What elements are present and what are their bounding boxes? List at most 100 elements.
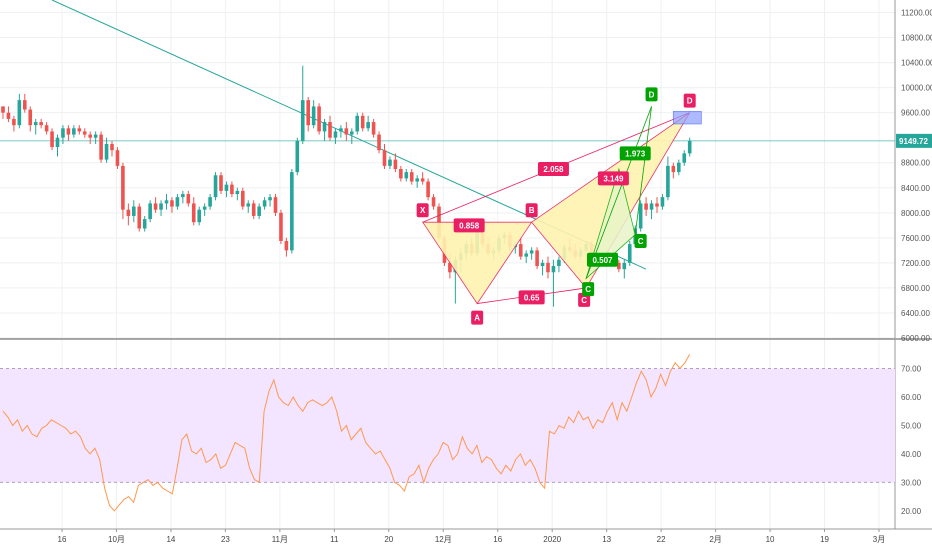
x-tick-label: 16 (58, 535, 67, 544)
price-tick-label: 6800.00 (901, 284, 930, 293)
candle (426, 178, 430, 201)
candle-body (230, 184, 234, 195)
candle (153, 197, 158, 213)
candle-body (186, 194, 191, 204)
candle (655, 197, 659, 213)
x-tick-label: 2月 (709, 535, 721, 544)
candle-body (6, 112, 11, 119)
green-point-c2-label-bg (634, 233, 647, 248)
candle-body (649, 203, 654, 210)
candle-body (28, 109, 33, 126)
green-ratio-xab-label-bg (587, 252, 618, 267)
candle-body (557, 259, 561, 267)
candle (322, 118, 327, 141)
candle-body (311, 106, 316, 126)
candle (622, 259, 627, 279)
candle-body (279, 212, 283, 241)
candle (339, 125, 343, 138)
candle (44, 122, 49, 135)
candle-body (382, 150, 387, 166)
candle-body (17, 100, 22, 126)
candle-body (300, 100, 305, 141)
candle (175, 194, 180, 210)
candle (317, 103, 321, 135)
candle (649, 200, 654, 220)
candle-body (546, 262, 550, 273)
price-tick-label: 6400.00 (901, 309, 930, 318)
x-tick-label: 11月 (272, 535, 288, 544)
rsi-pane (0, 353, 895, 512)
candle-body (355, 115, 360, 132)
x-tick-label: 3月 (873, 535, 885, 544)
candle-body (170, 200, 174, 207)
ratio-xab-label-text: 0.858 (459, 221, 480, 230)
candle-body (148, 203, 152, 220)
candle (213, 172, 218, 201)
candle-body (448, 262, 452, 273)
green-pattern-xd-line (585, 106, 652, 279)
x-tick-label: 19 (820, 535, 829, 544)
green-ratio-xab-label: 0.507 (587, 252, 618, 267)
ratio-abc-label-text: 0.65 (524, 293, 540, 302)
candle-body (251, 203, 256, 216)
candle (159, 200, 163, 216)
candle (290, 169, 294, 254)
point-c-label: C (578, 292, 591, 307)
price-tick-label: 6000.00 (901, 334, 930, 343)
candle-body (219, 175, 223, 191)
candle-body (50, 131, 54, 148)
candle (300, 65, 305, 144)
candle-body (72, 128, 76, 135)
axes: 11200.00 10800.00 10400.00 10000.00 9600.00 8… (58, 9, 932, 544)
candle (279, 209, 283, 245)
x-tick-label: 10月 (108, 535, 125, 544)
x-tick-label: 14 (166, 535, 175, 544)
candle-body (33, 122, 38, 126)
candle (12, 115, 16, 132)
rsi-tick-label: 20.00 (901, 507, 922, 516)
candle (284, 237, 289, 257)
green-point-d-label: D (645, 87, 658, 102)
price-tick-label: 8800.00 (901, 159, 930, 168)
candle (99, 131, 103, 163)
candle (6, 106, 11, 123)
candle (202, 203, 207, 216)
candle-body (39, 122, 43, 126)
green-point-c1-label-bg (582, 282, 595, 297)
candle (262, 197, 267, 210)
candle (257, 203, 261, 220)
green-ratio-bcd-label-text: 1.973 (625, 149, 646, 158)
candle-body (132, 206, 136, 216)
candle-body (677, 162, 681, 173)
candle-body (360, 115, 365, 129)
price-tick-label: 11200.00 (901, 9, 932, 18)
candle (142, 215, 147, 232)
candle-body (115, 150, 120, 166)
candle (393, 153, 398, 173)
candle (687, 137, 692, 157)
candle (191, 197, 196, 226)
candle (110, 140, 114, 157)
candle-body (164, 200, 169, 204)
candle (360, 112, 365, 132)
ratio-abc-label-bg (518, 290, 545, 305)
candle-body (306, 100, 310, 126)
candle (617, 259, 621, 273)
candle-body (551, 266, 556, 273)
candle (518, 237, 523, 260)
rsi-tick-label: 60.00 (901, 393, 922, 402)
candle-body (671, 165, 676, 173)
candle-body (687, 140, 692, 154)
candle (93, 131, 98, 144)
candle-body (66, 128, 71, 135)
point-x-label-text: X (420, 206, 426, 215)
x-tick-label: 13 (602, 535, 611, 544)
candle-body (99, 134, 103, 160)
candle (540, 259, 545, 276)
candle-body (290, 172, 294, 251)
candle-body (393, 159, 398, 169)
candle (333, 128, 338, 144)
candle (246, 200, 251, 213)
